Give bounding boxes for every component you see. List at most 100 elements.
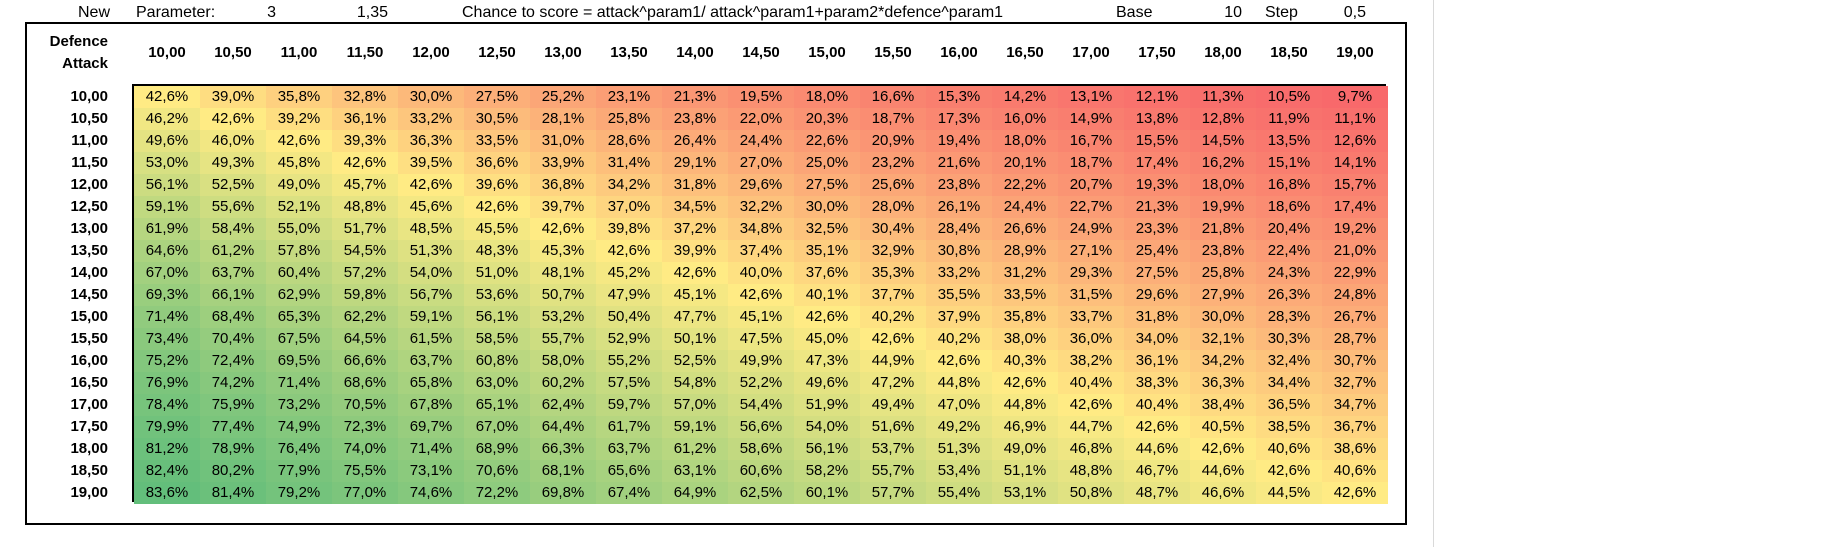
table-cell[interactable]: 51,1% bbox=[992, 460, 1058, 482]
step-value[interactable]: 0,5 bbox=[1343, 4, 1366, 21]
table-cell[interactable]: 58,4% bbox=[200, 218, 266, 240]
table-cell[interactable]: 22,7% bbox=[1058, 196, 1124, 218]
row-header[interactable]: 16,00 bbox=[70, 352, 108, 369]
table-cell[interactable]: 83,6% bbox=[134, 482, 200, 504]
table-cell[interactable]: 54,8% bbox=[662, 372, 728, 394]
table-cell[interactable]: 57,7% bbox=[860, 482, 926, 504]
column-header[interactable]: 13,00 bbox=[544, 44, 582, 61]
base-label[interactable]: Base bbox=[1116, 4, 1153, 21]
table-cell[interactable]: 34,7% bbox=[1322, 394, 1388, 416]
table-cell[interactable]: 32,8% bbox=[332, 86, 398, 108]
table-cell[interactable]: 80,2% bbox=[200, 460, 266, 482]
table-cell[interactable]: 42,6% bbox=[134, 86, 200, 108]
table-cell[interactable]: 36,3% bbox=[398, 130, 464, 152]
table-cell[interactable]: 16,0% bbox=[992, 108, 1058, 130]
table-cell[interactable]: 33,5% bbox=[992, 284, 1058, 306]
table-cell[interactable]: 28,6% bbox=[596, 130, 662, 152]
table-cell[interactable]: 63,7% bbox=[596, 438, 662, 460]
table-cell[interactable]: 21,6% bbox=[926, 152, 992, 174]
column-header[interactable]: 14,00 bbox=[676, 44, 714, 61]
row-header[interactable]: 10,50 bbox=[70, 110, 108, 127]
table-cell[interactable]: 26,6% bbox=[992, 218, 1058, 240]
table-cell[interactable]: 40,0% bbox=[728, 262, 794, 284]
table-cell[interactable]: 66,6% bbox=[332, 350, 398, 372]
table-cell[interactable]: 26,1% bbox=[926, 196, 992, 218]
table-cell[interactable]: 38,4% bbox=[1190, 394, 1256, 416]
table-cell[interactable]: 42,6% bbox=[860, 328, 926, 350]
table-cell[interactable]: 21,8% bbox=[1190, 218, 1256, 240]
table-cell[interactable]: 27,1% bbox=[1058, 240, 1124, 262]
table-cell[interactable]: 38,0% bbox=[992, 328, 1058, 350]
table-cell[interactable]: 42,6% bbox=[266, 130, 332, 152]
table-cell[interactable]: 42,6% bbox=[1124, 416, 1190, 438]
table-cell[interactable]: 79,9% bbox=[134, 416, 200, 438]
table-cell[interactable]: 20,4% bbox=[1256, 218, 1322, 240]
table-cell[interactable]: 62,9% bbox=[266, 284, 332, 306]
row-header[interactable]: 17,00 bbox=[70, 396, 108, 413]
table-cell[interactable]: 28,7% bbox=[1322, 328, 1388, 350]
row-header[interactable]: 11,00 bbox=[71, 132, 108, 149]
table-cell[interactable]: 57,8% bbox=[266, 240, 332, 262]
table-cell[interactable]: 12,1% bbox=[1124, 86, 1190, 108]
table-cell[interactable]: 47,9% bbox=[596, 284, 662, 306]
table-cell[interactable]: 74,6% bbox=[398, 482, 464, 504]
table-cell[interactable]: 44,6% bbox=[1190, 460, 1256, 482]
table-cell[interactable]: 34,2% bbox=[1190, 350, 1256, 372]
table-cell[interactable]: 48,1% bbox=[530, 262, 596, 284]
table-cell[interactable]: 36,5% bbox=[1256, 394, 1322, 416]
table-cell[interactable]: 28,3% bbox=[1256, 306, 1322, 328]
step-label[interactable]: Step bbox=[1265, 4, 1298, 21]
row-header[interactable]: 13,00 bbox=[70, 220, 108, 237]
table-cell[interactable]: 74,9% bbox=[266, 416, 332, 438]
table-cell[interactable]: 24,9% bbox=[1058, 218, 1124, 240]
table-cell[interactable]: 59,1% bbox=[662, 416, 728, 438]
table-cell[interactable]: 60,8% bbox=[464, 350, 530, 372]
table-cell[interactable]: 71,4% bbox=[134, 306, 200, 328]
table-cell[interactable]: 37,9% bbox=[926, 306, 992, 328]
table-cell[interactable]: 23,8% bbox=[1190, 240, 1256, 262]
table-cell[interactable]: 69,3% bbox=[134, 284, 200, 306]
table-cell[interactable]: 55,7% bbox=[860, 460, 926, 482]
table-cell[interactable]: 46,8% bbox=[1058, 438, 1124, 460]
table-cell[interactable]: 13,1% bbox=[1058, 86, 1124, 108]
table-cell[interactable]: 42,6% bbox=[1322, 482, 1388, 504]
table-cell[interactable]: 47,5% bbox=[728, 328, 794, 350]
row-header[interactable]: 19,00 bbox=[70, 484, 108, 501]
column-header[interactable]: 11,50 bbox=[346, 44, 384, 61]
table-cell[interactable]: 39,2% bbox=[266, 108, 332, 130]
table-cell[interactable]: 72,2% bbox=[464, 482, 530, 504]
table-cell[interactable]: 50,1% bbox=[662, 328, 728, 350]
table-cell[interactable]: 73,1% bbox=[398, 460, 464, 482]
table-cell[interactable]: 42,6% bbox=[794, 306, 860, 328]
table-cell[interactable]: 20,1% bbox=[992, 152, 1058, 174]
table-cell[interactable]: 36,1% bbox=[332, 108, 398, 130]
table-cell[interactable]: 22,2% bbox=[992, 174, 1058, 196]
table-cell[interactable]: 20,3% bbox=[794, 108, 860, 130]
table-cell[interactable]: 25,6% bbox=[860, 174, 926, 196]
table-cell[interactable]: 38,5% bbox=[1256, 416, 1322, 438]
table-cell[interactable]: 76,4% bbox=[266, 438, 332, 460]
table-cell[interactable]: 63,1% bbox=[662, 460, 728, 482]
table-cell[interactable]: 25,2% bbox=[530, 86, 596, 108]
table-cell[interactable]: 16,6% bbox=[860, 86, 926, 108]
table-cell[interactable]: 35,1% bbox=[794, 240, 860, 262]
table-cell[interactable]: 27,5% bbox=[464, 86, 530, 108]
table-cell[interactable]: 21,0% bbox=[1322, 240, 1388, 262]
column-header[interactable]: 12,50 bbox=[478, 44, 516, 61]
table-cell[interactable]: 63,7% bbox=[200, 262, 266, 284]
table-cell[interactable]: 38,2% bbox=[1058, 350, 1124, 372]
param2-value[interactable]: 1,35 bbox=[356, 4, 388, 21]
table-cell[interactable]: 29,6% bbox=[1124, 284, 1190, 306]
table-cell[interactable]: 53,4% bbox=[926, 460, 992, 482]
table-cell[interactable]: 53,7% bbox=[860, 438, 926, 460]
table-cell[interactable]: 18,7% bbox=[860, 108, 926, 130]
table-cell[interactable]: 55,6% bbox=[200, 196, 266, 218]
table-cell[interactable]: 49,9% bbox=[728, 350, 794, 372]
table-cell[interactable]: 12,8% bbox=[1190, 108, 1256, 130]
table-cell[interactable]: 71,4% bbox=[398, 438, 464, 460]
table-cell[interactable]: 31,2% bbox=[992, 262, 1058, 284]
table-cell[interactable]: 23,3% bbox=[1124, 218, 1190, 240]
table-cell[interactable]: 25,4% bbox=[1124, 240, 1190, 262]
row-header[interactable]: 15,50 bbox=[70, 330, 108, 347]
table-cell[interactable]: 62,5% bbox=[728, 482, 794, 504]
